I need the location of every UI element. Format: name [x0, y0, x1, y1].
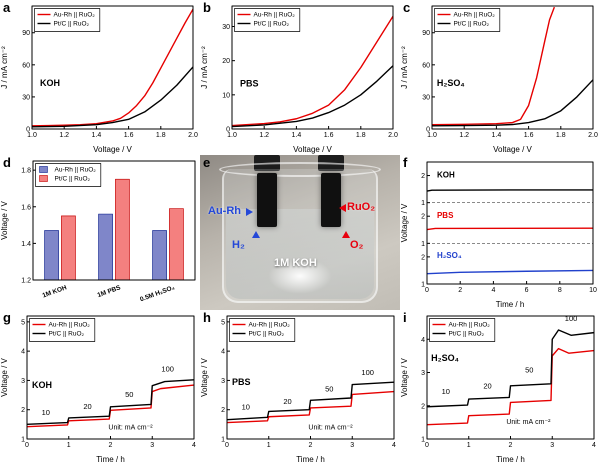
cathode-electrode [257, 173, 277, 227]
cell-voltage-bar-chart [0, 155, 200, 310]
panel-h: h [200, 310, 400, 465]
panel-letter-f: f [403, 155, 408, 170]
anode-label: RuO₂ [347, 201, 376, 213]
panel-g: g [0, 310, 200, 465]
h2so4-polarization-chart [400, 0, 600, 155]
solution-label: 1M KOH [274, 257, 317, 269]
koh-step-chart [0, 310, 200, 465]
panel-letter-g: g [3, 310, 11, 325]
panel-f: f [400, 155, 600, 310]
panel-letter-d: d [3, 155, 11, 170]
arrow-right-icon [246, 208, 253, 216]
oxygen-label: O₂ [350, 239, 364, 251]
panel-d: d [0, 155, 200, 310]
panel-a: a [0, 0, 200, 155]
panel-b: b [200, 0, 400, 155]
pbs-polarization-chart [200, 0, 400, 155]
hydrogen-label: H₂ [232, 239, 245, 251]
beaker-rim [219, 162, 381, 177]
stability-chart [400, 155, 600, 310]
arrow-up-icon [252, 231, 260, 238]
panel-letter-c: c [403, 0, 411, 15]
pbs-step-chart [200, 310, 400, 465]
panel-letter-a: a [3, 0, 11, 15]
anode-electrode [321, 173, 341, 227]
arrow-up-icon [342, 231, 350, 238]
panel-letter-i: i [403, 310, 407, 325]
koh-polarization-chart [0, 0, 200, 155]
panel-letter-h: h [203, 310, 211, 325]
electrolysis-cell-photo: Au-Rh RuO₂ H₂ O₂ 1M KOH [200, 155, 400, 310]
arrow-left-icon [339, 204, 346, 212]
panel-letter-b: b [203, 0, 211, 15]
h2so4-step-chart [400, 310, 600, 465]
panel-e: Au-Rh RuO₂ H₂ O₂ 1M KOH e [200, 155, 400, 310]
panel-letter-e: e [203, 155, 211, 170]
light-reflection [268, 258, 332, 294]
panel-i: i [400, 310, 600, 465]
panel-c: c [400, 0, 600, 155]
cathode-label: Au-Rh [208, 205, 241, 217]
